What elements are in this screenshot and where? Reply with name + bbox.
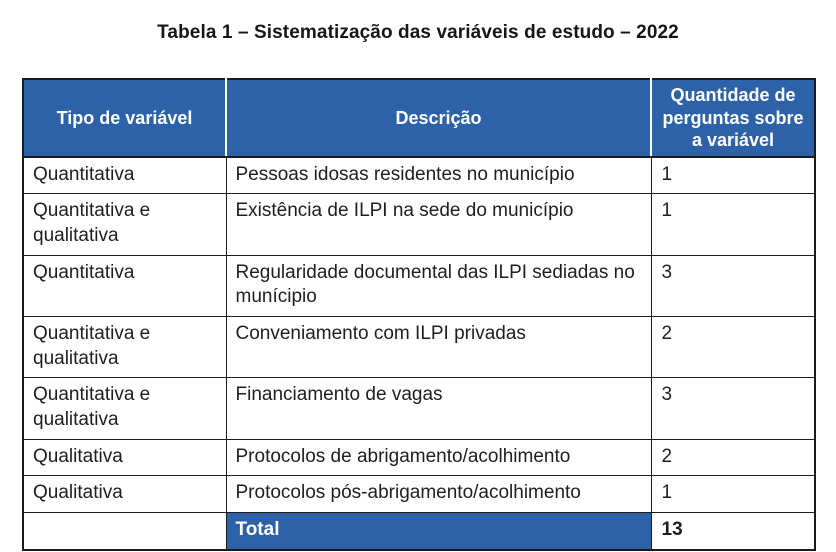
cell-quantidade: 2 — [650, 315, 816, 379]
cell-tipo: Quantitativa e qualitativa — [22, 193, 227, 256]
cell-quantidade: 1 — [650, 475, 816, 514]
table-row: Qualitativa Protocolos de abrigamento/ac… — [22, 438, 816, 477]
column-header-quantidade: Quantidade de perguntas sobre a variável — [651, 78, 816, 158]
cell-tipo: Quantitativa — [22, 155, 227, 195]
variables-table: Tipo de variável Descrição Quantidade de… — [22, 78, 816, 551]
header-row: Tipo de variável Descrição Quantidade de… — [22, 78, 816, 158]
cell-descricao: Existência de ILPI na sede do município — [225, 193, 652, 256]
total-row: Total 13 — [22, 512, 816, 551]
cell-descricao: Protocolos de abrigamento/acolhimento — [225, 438, 652, 477]
total-empty-cell — [22, 512, 227, 551]
cell-descricao: Regularidade documental das ILPI sediada… — [225, 254, 652, 317]
table-row: Quantitativa Pessoas idosas residentes n… — [22, 155, 816, 195]
cell-descricao: Conveniamento com ILPI privadas — [225, 315, 652, 379]
table-row: Qualitativa Protocolos pós-abrigamento/a… — [22, 475, 816, 514]
table-row: Quantitativa e qualitativa Financiamento… — [22, 377, 816, 440]
cell-tipo: Qualitativa — [22, 475, 227, 514]
cell-descricao: Protocolos pós-abrigamento/acolhimento — [225, 475, 652, 514]
column-header-tipo-de-variavel: Tipo de variável — [22, 78, 227, 158]
cell-quantidade: 2 — [650, 438, 816, 477]
cell-quantidade: 1 — [650, 193, 816, 256]
column-header-descricao: Descrição — [226, 78, 652, 158]
cell-quantidade: 3 — [650, 254, 816, 317]
cell-tipo: Quantitativa — [22, 254, 227, 317]
cell-tipo: Quantitativa e qualitativa — [22, 315, 227, 379]
cell-quantidade: 3 — [650, 377, 816, 440]
cell-descricao: Pessoas idosas residentes no município — [225, 155, 652, 195]
table-row: Quantitativa e qualitativa Conveniamento… — [22, 315, 816, 379]
cell-tipo: Quantitativa e qualitativa — [22, 377, 227, 440]
cell-descricao: Financiamento de vagas — [225, 377, 652, 440]
table-row: Quantitativa e qualitativa Existência de… — [22, 193, 816, 256]
cell-quantidade: 1 — [650, 155, 816, 195]
total-label: Total — [225, 512, 652, 551]
total-value: 13 — [650, 512, 816, 551]
table-row: Quantitativa Regularidade documental das… — [22, 254, 816, 317]
table-title: Tabela 1 – Sistematização das variáveis … — [157, 22, 679, 43]
cell-tipo: Qualitativa — [22, 438, 227, 477]
